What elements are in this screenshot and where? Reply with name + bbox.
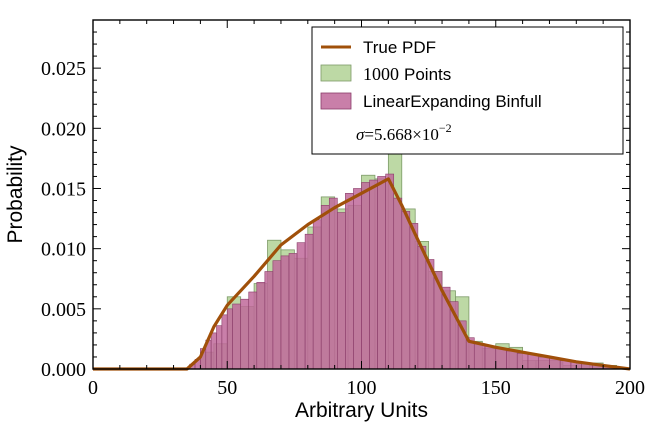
binfull-bar xyxy=(320,205,330,370)
binfull-bar xyxy=(417,245,427,370)
sigma-symbol: σ xyxy=(356,125,365,144)
y-tick-label: 0.010 xyxy=(41,239,86,261)
y-tick-label: 0.005 xyxy=(41,299,86,321)
binfull-bar xyxy=(248,291,258,370)
binfull-bar xyxy=(226,308,233,370)
binfull-bar xyxy=(288,253,298,370)
binfull-bar xyxy=(353,188,362,370)
y-axis-label: Probability xyxy=(4,145,27,244)
y-tick-label: 0.025 xyxy=(41,58,86,80)
binfull-bar xyxy=(401,211,411,370)
y-tick-label: 0.020 xyxy=(41,118,86,140)
y-tick-label: 0.000 xyxy=(41,359,86,381)
binfull-bar xyxy=(264,271,274,370)
legend-box xyxy=(311,26,624,155)
x-tick-label: 50 xyxy=(217,377,237,399)
legend: True PDF 1000 Points LinearExpanding Binf… xyxy=(311,26,624,155)
sigma-mantissa: =5.668 xyxy=(364,125,412,144)
binfull-bar xyxy=(345,192,354,370)
binfull-bar xyxy=(473,343,486,370)
legend-true-pdf-label: True PDF xyxy=(363,38,436,57)
binfull-bar xyxy=(328,197,338,370)
binfull-bar xyxy=(527,354,540,370)
binfull-bar xyxy=(393,197,403,370)
binfull-bar xyxy=(216,325,223,370)
sigma-exponent: −2 xyxy=(439,121,452,135)
true-pdf-line xyxy=(93,177,631,371)
binfull-bar xyxy=(495,348,507,370)
binfull-bar xyxy=(312,219,322,370)
x-axis-label: Arbitrary Units xyxy=(295,399,428,422)
binfull-bar xyxy=(210,332,217,370)
binfull-bar xyxy=(337,212,346,370)
legend-binfull-label: LinearExpanding Binfull xyxy=(363,92,542,111)
binfull-bar xyxy=(296,242,306,370)
x-tick-label: 150 xyxy=(481,377,511,399)
y-tick-labels: 0.000 0.005 0.010 0.015 0.020 0.025 xyxy=(41,58,86,381)
binfull-bar xyxy=(280,255,290,370)
binfull-bar xyxy=(272,260,282,370)
binfull-bar xyxy=(232,303,241,370)
legend-points-word: Points xyxy=(404,65,451,84)
binfull-bar xyxy=(240,298,250,370)
x-tick-label: 200 xyxy=(615,377,645,399)
binfull-bar xyxy=(256,282,266,370)
x-tick-labels: 0 50 100 150 200 xyxy=(88,377,645,399)
legend-points-label: 1000 Points xyxy=(363,64,451,84)
binfull-bar xyxy=(409,223,419,370)
legend-points-number: 1000 xyxy=(363,64,399,84)
x-tick-label: 0 xyxy=(88,377,98,399)
binfull-bar xyxy=(361,182,370,370)
binfull-bar xyxy=(221,314,228,370)
binfull-bar xyxy=(538,356,550,370)
legend-binfull-swatch xyxy=(320,92,352,110)
binfull-bar xyxy=(385,173,395,370)
legend-points-swatch xyxy=(320,64,352,82)
true-pdf-layer xyxy=(93,177,631,371)
x-tick-label: 100 xyxy=(347,377,377,399)
axis-ticks xyxy=(92,19,631,370)
sigma-times: ×10 xyxy=(412,125,439,144)
binfull-bar xyxy=(425,259,435,370)
y-tick-label: 0.015 xyxy=(41,178,86,200)
binfull-bar xyxy=(506,350,518,370)
binfull-bar xyxy=(377,176,386,370)
binfull-bar xyxy=(304,233,314,370)
binfull-bar xyxy=(369,179,378,370)
binfull-bar xyxy=(484,345,497,370)
sigma-annotation: σ=5.668×10−2 xyxy=(356,121,452,144)
binfull-histogram xyxy=(189,173,631,370)
